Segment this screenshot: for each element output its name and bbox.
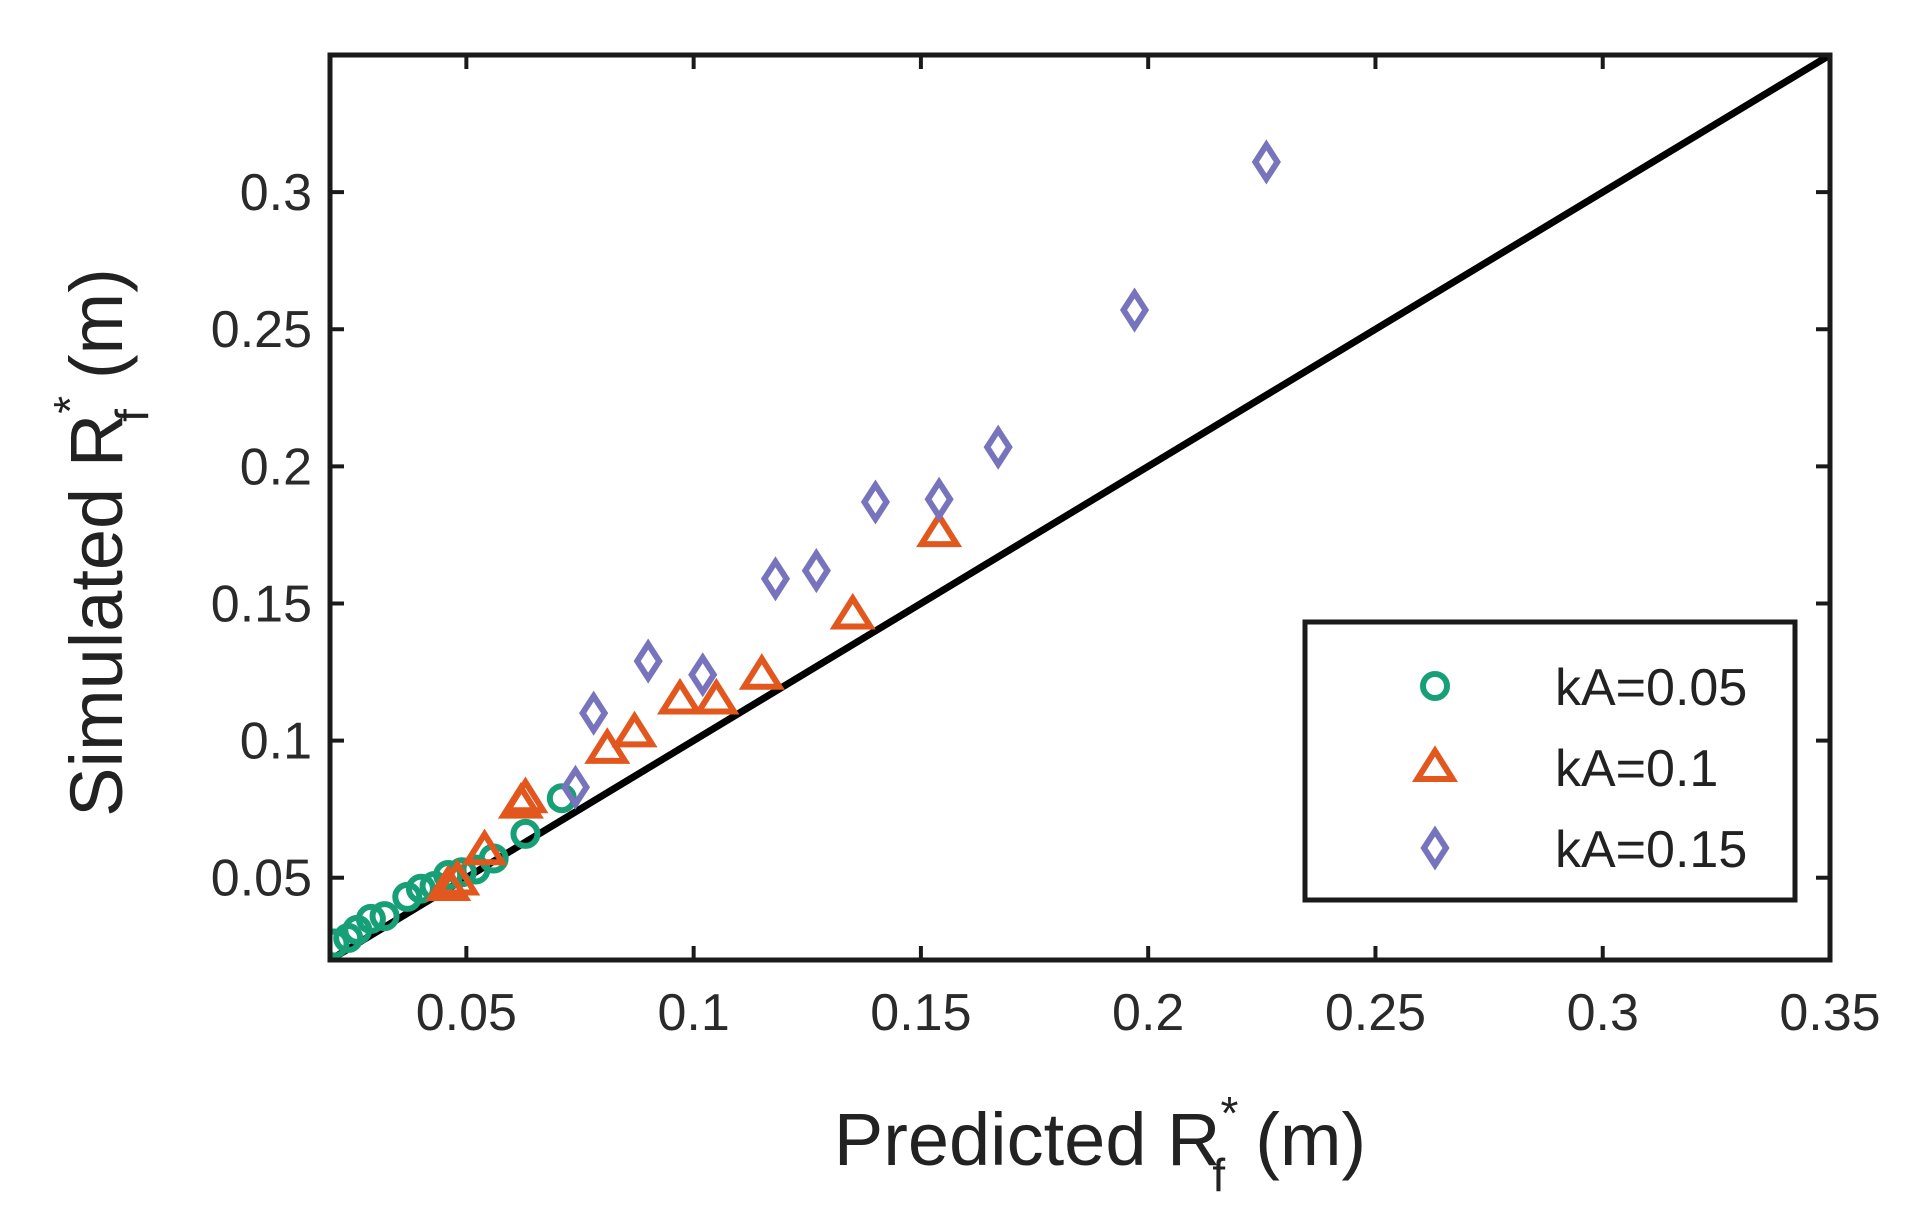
data-point — [1251, 139, 1281, 185]
axes-layer: 0.05 0.1 0.15 0.2 0.25 0.3 0.35 0.05 0.1 0.15 0.2 0… — [44, 52, 1881, 1201]
data-point — [829, 592, 876, 630]
data-point — [355, 903, 386, 934]
data-point — [425, 864, 472, 901]
y-axis-label-main: Simulated R — [55, 414, 138, 817]
data-point — [916, 510, 963, 548]
y-tick-label: 0.05 — [211, 850, 312, 908]
data-point — [924, 476, 954, 522]
data-point — [760, 556, 791, 602]
y-axis-label-sub: f — [106, 409, 158, 422]
legend-layer: kA=0.05 kA=0.1 kA=0.15 — [1302, 619, 1798, 903]
x-axis-label-sub: f — [1212, 1149, 1225, 1201]
data-point — [433, 859, 464, 890]
data-point — [560, 764, 591, 810]
x-axis-label: Predicted R* f (m) — [834, 1087, 1366, 1201]
x-tick-label: 0.2 — [1112, 984, 1184, 1042]
legend-label: kA=0.05 — [1555, 659, 1747, 717]
legend-marker — [1420, 825, 1450, 871]
series-ka-0-15 — [560, 139, 1281, 810]
y-tick-label: 0.1 — [240, 713, 312, 771]
data-point — [688, 652, 718, 698]
data-point — [801, 548, 831, 594]
y-tick-label: 0.3 — [240, 164, 312, 222]
data-point — [502, 776, 549, 814]
marks-layer — [330, 55, 1830, 960]
y-tick-label: 0.2 — [240, 438, 312, 496]
x-tick-label: 0.05 — [416, 984, 517, 1042]
data-point — [510, 818, 541, 849]
data-point — [633, 638, 663, 684]
data-point — [579, 690, 609, 736]
data-point — [1119, 287, 1150, 333]
data-point — [369, 901, 400, 932]
x-tick-label: 0.1 — [657, 984, 729, 1042]
x-axis-label-sup: * — [1221, 1087, 1239, 1139]
y-axis-label: Simulated R* f (m) — [44, 268, 158, 817]
data-point — [693, 677, 740, 715]
data-point — [860, 479, 891, 525]
data-point — [461, 828, 508, 866]
y-tick-label: 0.15 — [211, 575, 312, 633]
x-tick-label: 0.25 — [1325, 984, 1426, 1042]
y-axis-label-unit: (m) — [55, 268, 138, 379]
legend-box — [1302, 619, 1798, 903]
data-point — [330, 928, 350, 959]
series-ka-0-1 — [425, 510, 963, 901]
y-axis-label-sup: * — [44, 396, 96, 414]
x-tick-label: 0.15 — [870, 984, 971, 1042]
data-point — [434, 858, 481, 896]
data-point — [611, 710, 658, 748]
legend-marker — [1420, 671, 1450, 701]
data-point — [983, 424, 1013, 470]
legend-label: kA=0.1 — [1555, 740, 1718, 798]
data-point — [656, 677, 704, 715]
legend-marker — [1411, 745, 1459, 782]
plot-area — [330, 55, 1830, 960]
x-axis-label-unit: (m) — [1255, 1098, 1366, 1181]
plot-frame — [327, 52, 1833, 963]
legend-label: kA=0.15 — [1555, 821, 1747, 879]
y-tick-label: 0.25 — [211, 301, 312, 359]
reference-line — [330, 55, 1830, 960]
x-tick-label: 0.35 — [1779, 984, 1880, 1042]
y-axis-label-group: Simulated R* f (m) — [44, 268, 158, 817]
x-axis-label-main: Predicted R — [834, 1098, 1221, 1181]
data-point — [738, 653, 785, 690]
x-tick-label: 0.3 — [1567, 984, 1639, 1042]
